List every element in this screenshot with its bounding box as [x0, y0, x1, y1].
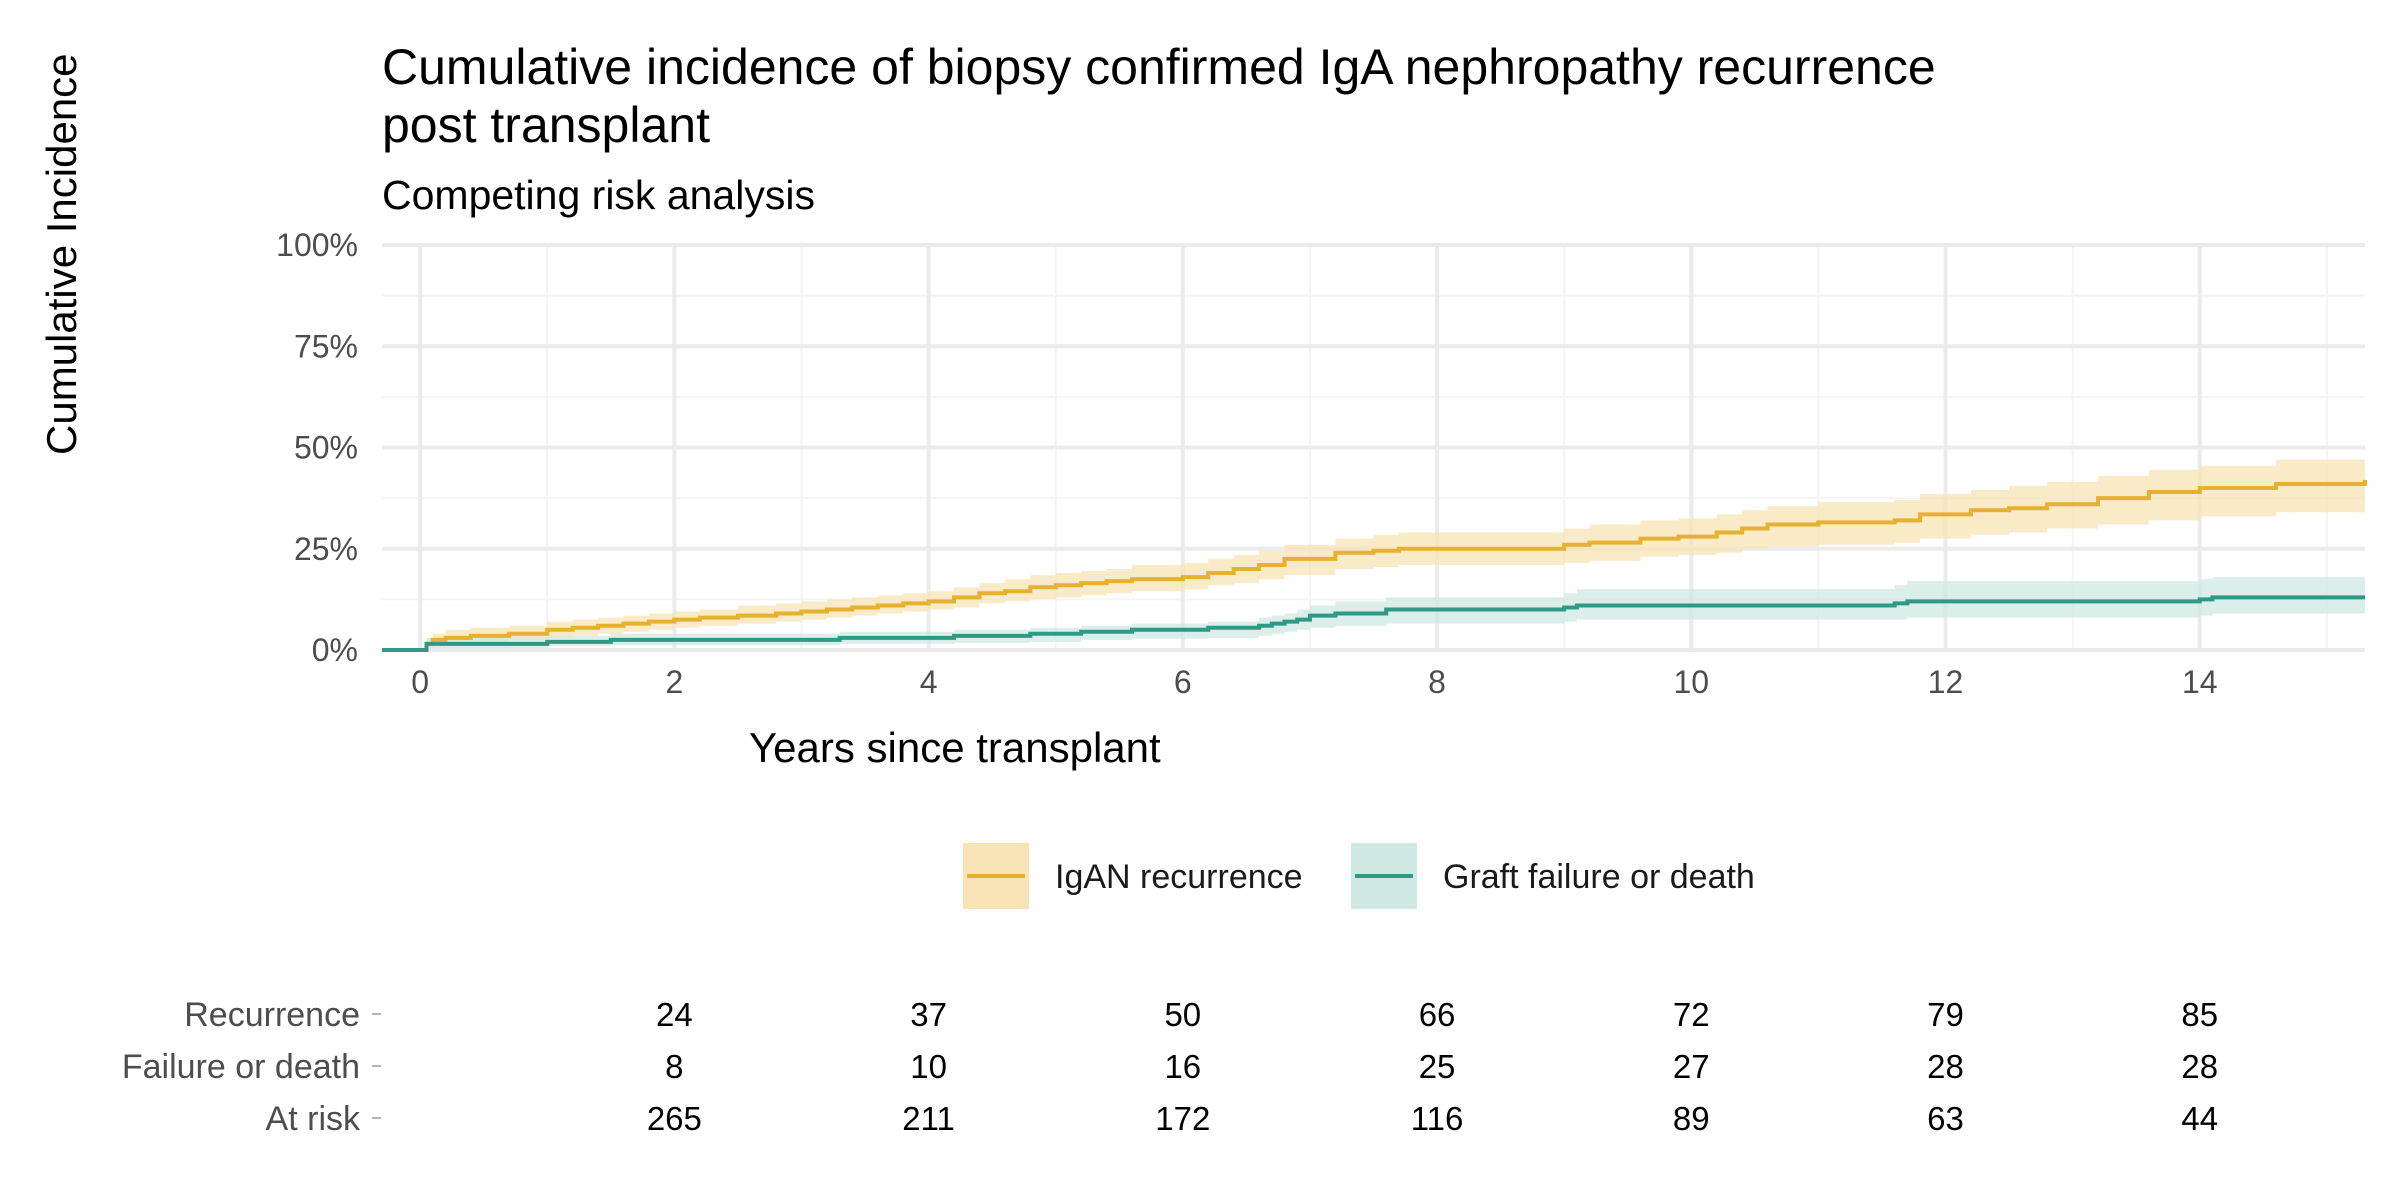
x-axis-ticks: 0 2 4 6 8 10 12 14 [411, 664, 2217, 700]
y-tick-label: 75% [294, 328, 358, 364]
graft-failure-line [382, 595, 2365, 652]
legend-label-igan-recurrence: IgAN recurrence [1055, 858, 1303, 896]
risk-cell: 63 [1927, 1100, 1964, 1137]
risk-row-label: Recurrence [184, 996, 360, 1034]
risk-cell: 116 [1411, 1100, 1464, 1137]
y-axis-title: Cumulative Incidence [38, 53, 85, 455]
risk-cell: 10 [910, 1048, 947, 1085]
risk-cell: 16 [1164, 1048, 1201, 1085]
x-tick-label: 4 [920, 664, 938, 700]
risk-cell: 25 [1419, 1048, 1456, 1085]
x-tick-label: 2 [665, 664, 683, 700]
y-axis-ticks: 0% 25% 50% 75% 100% [276, 227, 358, 668]
legend-label-graft-failure: Graft failure or death [1443, 858, 1755, 896]
y-tick-label: 0% [312, 632, 358, 668]
chart-title-line1: Cumulative incidence of biopsy confirmed… [382, 39, 1936, 95]
y-tick-label: 50% [294, 430, 358, 466]
x-tick-label: 8 [1428, 664, 1446, 700]
risk-cell: 27 [1673, 1048, 1710, 1085]
series-lines [382, 479, 2367, 652]
risk-cell: 172 [1155, 1100, 1210, 1137]
risk-cell: 211 [902, 1100, 955, 1137]
x-tick-label: 0 [411, 664, 429, 700]
risk-cell: 72 [1673, 996, 1710, 1033]
risk-table: Recurrence 24 37 50 66 72 79 85 Failure or death… [122, 996, 2218, 1138]
x-tick-label: 12 [1928, 664, 1964, 700]
legend: IgAN recurrence Graft failure or death [963, 843, 1755, 909]
risk-cell: 37 [910, 996, 947, 1033]
risk-cell: 89 [1673, 1100, 1710, 1137]
x-tick-label: 10 [1673, 664, 1709, 700]
x-tick-label: 14 [2182, 664, 2218, 700]
chart-title-line2: post transplant [382, 97, 710, 153]
risk-cell: 66 [1419, 996, 1456, 1033]
risk-cell: 79 [1927, 996, 1964, 1033]
risk-cell: 85 [2181, 996, 2218, 1033]
x-axis-title: Years since transplant [749, 724, 1161, 771]
y-tick-label: 25% [294, 531, 358, 567]
risk-row-label: At risk [266, 1100, 361, 1138]
risk-cell: 44 [2181, 1100, 2218, 1137]
risk-cell: 28 [2181, 1048, 2218, 1085]
y-tick-label: 100% [276, 227, 358, 263]
risk-cell: 265 [647, 1100, 702, 1137]
igan-recurrence-line [420, 479, 2367, 652]
chart-subtitle: Competing risk analysis [382, 172, 815, 218]
risk-cell: 28 [1927, 1048, 1964, 1085]
risk-cell: 24 [656, 996, 693, 1033]
x-tick-label: 6 [1174, 664, 1192, 700]
risk-row-label: Failure or death [122, 1048, 360, 1086]
risk-cell: 8 [665, 1048, 683, 1085]
risk-cell: 50 [1164, 996, 1201, 1033]
